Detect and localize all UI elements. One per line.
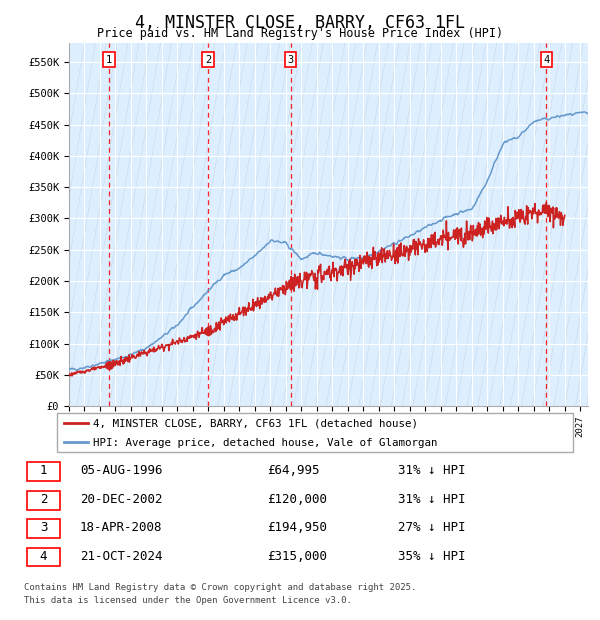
- Text: 05-AUG-1996: 05-AUG-1996: [80, 464, 162, 477]
- Text: Price paid vs. HM Land Registry's House Price Index (HPI): Price paid vs. HM Land Registry's House …: [97, 27, 503, 40]
- Text: 3: 3: [287, 55, 293, 64]
- Text: 2: 2: [40, 493, 47, 506]
- Text: 1: 1: [40, 464, 47, 477]
- Text: 18-APR-2008: 18-APR-2008: [80, 521, 162, 534]
- FancyBboxPatch shape: [56, 414, 574, 452]
- Text: HPI: Average price, detached house, Vale of Glamorgan: HPI: Average price, detached house, Vale…: [93, 438, 437, 448]
- Text: £120,000: £120,000: [267, 493, 327, 506]
- Text: 1: 1: [106, 55, 112, 64]
- Text: 3: 3: [40, 521, 47, 534]
- Text: Contains HM Land Registry data © Crown copyright and database right 2025.: Contains HM Land Registry data © Crown c…: [24, 583, 416, 592]
- Text: 4: 4: [40, 549, 47, 562]
- Text: 27% ↓ HPI: 27% ↓ HPI: [398, 521, 466, 534]
- Text: 21-OCT-2024: 21-OCT-2024: [80, 549, 162, 562]
- Text: 35% ↓ HPI: 35% ↓ HPI: [398, 549, 466, 562]
- Text: 20-DEC-2002: 20-DEC-2002: [80, 493, 162, 506]
- Text: 31% ↓ HPI: 31% ↓ HPI: [398, 464, 466, 477]
- Text: 2: 2: [205, 55, 211, 64]
- Text: £194,950: £194,950: [267, 521, 327, 534]
- Text: 4, MINSTER CLOSE, BARRY, CF63 1FL (detached house): 4, MINSTER CLOSE, BARRY, CF63 1FL (detac…: [93, 419, 418, 429]
- FancyBboxPatch shape: [27, 520, 60, 538]
- Text: 31% ↓ HPI: 31% ↓ HPI: [398, 493, 466, 506]
- Text: 4, MINSTER CLOSE, BARRY, CF63 1FL: 4, MINSTER CLOSE, BARRY, CF63 1FL: [135, 14, 465, 32]
- FancyBboxPatch shape: [27, 547, 60, 567]
- FancyBboxPatch shape: [27, 463, 60, 481]
- Text: £64,995: £64,995: [267, 464, 319, 477]
- Text: £315,000: £315,000: [267, 549, 327, 562]
- Text: 4: 4: [543, 55, 550, 64]
- FancyBboxPatch shape: [27, 491, 60, 510]
- Text: This data is licensed under the Open Government Licence v3.0.: This data is licensed under the Open Gov…: [24, 596, 352, 604]
